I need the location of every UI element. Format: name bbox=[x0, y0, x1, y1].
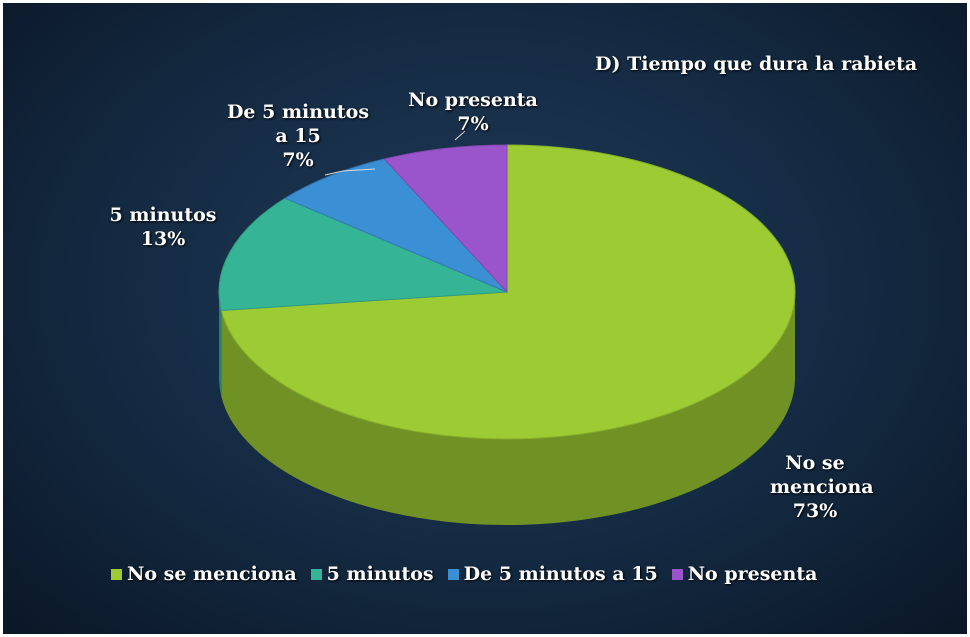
data-label-name: No se menciona bbox=[770, 452, 874, 498]
leader-line bbox=[454, 130, 466, 141]
slice bbox=[284, 158, 508, 293]
data-label: De 5 minutos a 15 7% bbox=[223, 100, 373, 172]
data-label-value: 73% bbox=[792, 500, 838, 522]
legend-swatch bbox=[447, 568, 459, 580]
legend-swatch bbox=[310, 568, 322, 580]
data-label-value: 7% bbox=[282, 149, 314, 171]
legend-label: De 5 minutos a 15 bbox=[463, 563, 658, 585]
legend-swatch bbox=[111, 568, 122, 580]
slice-side bbox=[219, 292, 222, 397]
slice bbox=[218, 197, 508, 311]
slice bbox=[383, 144, 508, 294]
legend-swatch bbox=[671, 568, 683, 580]
data-label: No se menciona 73% bbox=[770, 451, 874, 523]
legend-item: No se menciona bbox=[111, 563, 297, 585]
chart-title: D) Tiempo que dura la rabieta bbox=[595, 53, 918, 75]
data-label-value: 7% bbox=[457, 113, 489, 135]
data-label-name: 5 minutos bbox=[109, 204, 217, 226]
chart: D) Tiempo que dura la rabieta No se menc… bbox=[3, 3, 967, 634]
data-label: 5 minutos 13% bbox=[108, 203, 218, 251]
data-label-name: No presenta bbox=[408, 89, 538, 111]
legend-item: No presenta bbox=[671, 563, 818, 585]
legend: No se menciona 5 minutos De 5 minutos a 15… bbox=[111, 563, 817, 585]
pie bbox=[218, 130, 796, 526]
data-label-value: 13% bbox=[140, 228, 186, 250]
slice-side bbox=[221, 292, 795, 526]
data-label: No presenta 7% bbox=[408, 88, 538, 136]
legend-label: 5 minutos bbox=[326, 563, 434, 585]
legend-label: No se menciona bbox=[127, 563, 297, 585]
data-label-name: De 5 minutos a 15 bbox=[226, 101, 370, 147]
slice bbox=[220, 144, 796, 440]
legend-item: 5 minutos bbox=[310, 563, 434, 585]
legend-item: De 5 minutos a 15 bbox=[447, 563, 658, 585]
legend-label: No presenta bbox=[687, 563, 818, 585]
leader-line bbox=[324, 168, 376, 176]
